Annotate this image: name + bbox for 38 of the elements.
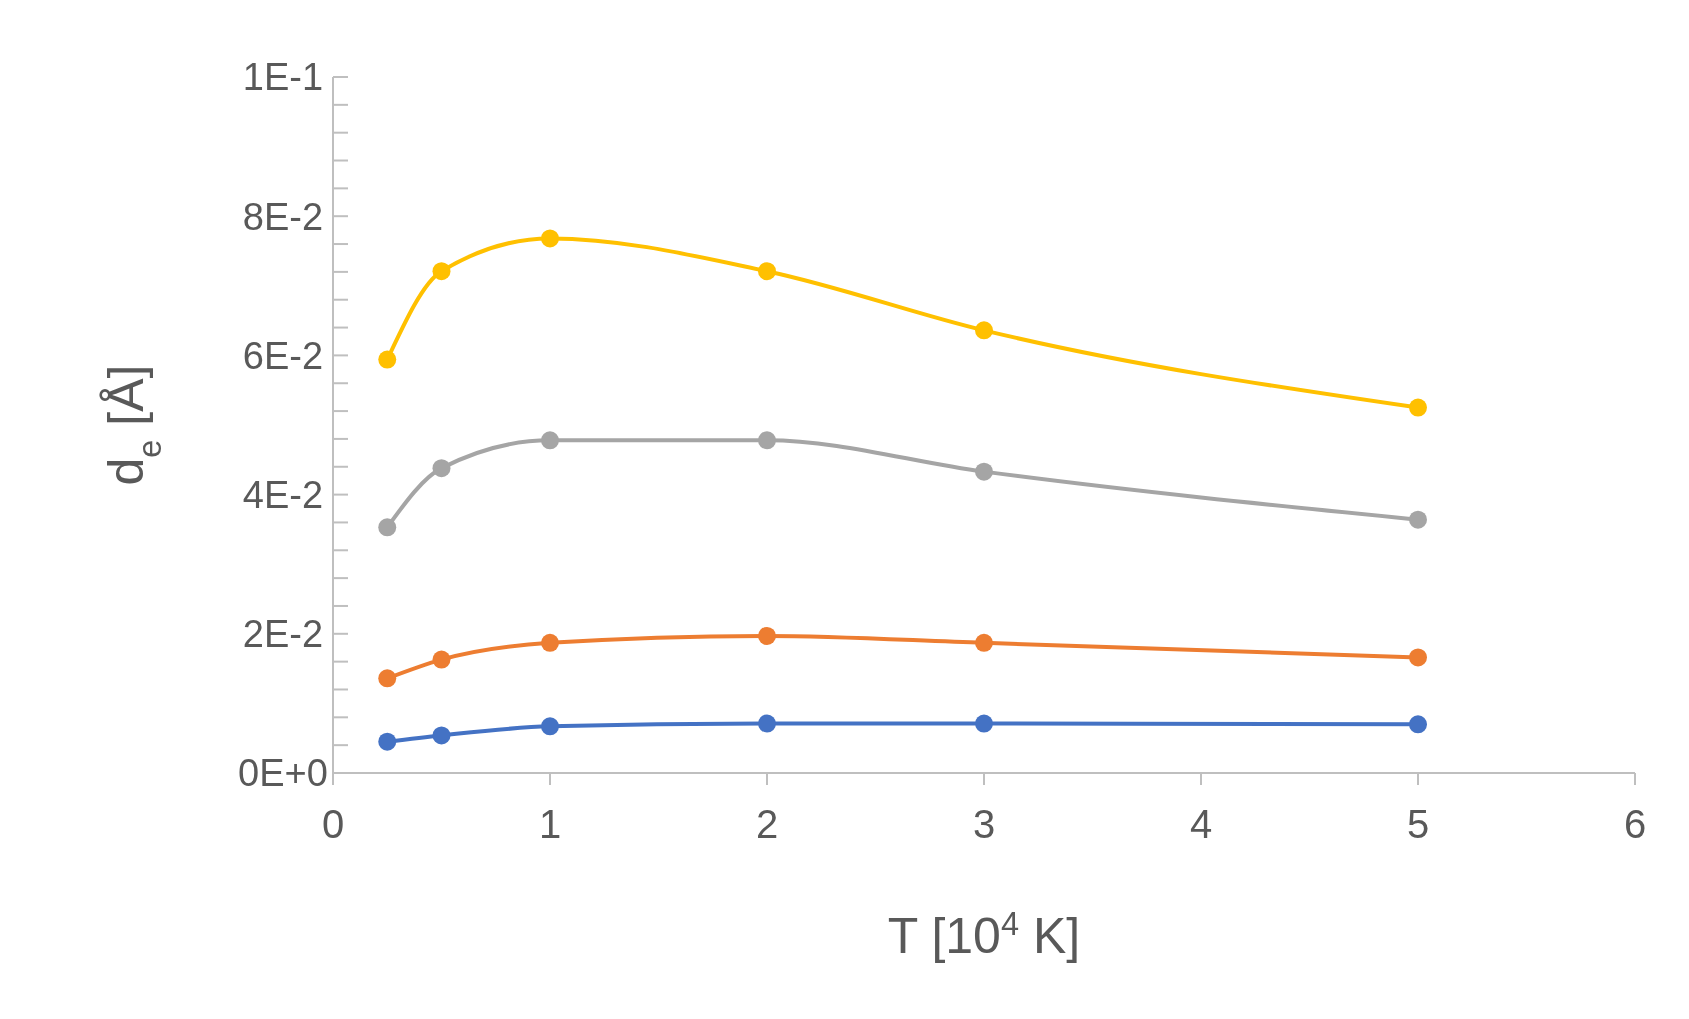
point [541,229,559,248]
point [975,321,993,340]
point [432,650,451,669]
x-tick-label: 2 [755,802,779,846]
point [758,262,776,281]
x-tick-label: 1 [538,802,562,846]
point [378,518,397,537]
x-tick-label: 5 [1406,802,1430,846]
x-tick-label: 4 [1189,802,1213,846]
y-tick-label: 2E-2 [242,613,324,656]
point [378,350,397,369]
point [758,714,776,733]
y-tick-label: 8E-2 [242,195,324,238]
x-tick-label: 3 [972,802,996,846]
x-tick-label: 0 [321,802,345,846]
point [432,726,451,745]
point [1409,648,1427,667]
point [541,633,559,652]
point [378,669,397,688]
x-axis-title: T [10$^{4}$ K] [887,906,1081,964]
point [1409,398,1427,417]
x-tick-label: 6 [1623,802,1647,846]
point [1409,510,1427,529]
point [541,431,559,450]
point [758,626,776,645]
point [758,431,776,450]
y-tick-label: 4E-2 [242,473,324,516]
y-tick-label: 0E+0 [238,752,328,795]
point [1409,715,1427,734]
y-tick-label: 6E-2 [242,334,324,377]
point [432,262,451,281]
y-tick-label: 1E-1 [242,56,324,99]
point [432,459,451,478]
point [378,732,397,751]
point [975,714,993,733]
point [975,462,993,481]
point [541,717,559,736]
point [975,633,993,652]
